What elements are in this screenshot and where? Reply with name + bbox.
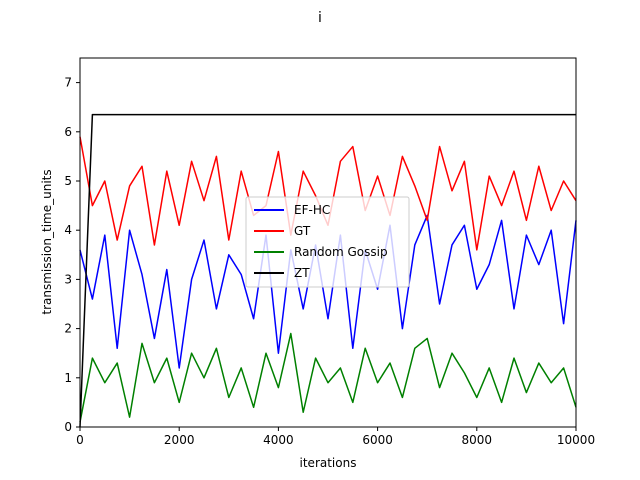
series-line-ef-hc <box>79 214 577 369</box>
y-tick-label: 5 <box>64 174 72 188</box>
x-tick-label: 8000 <box>462 433 493 447</box>
legend: EF-HC GT Random Gossip ZT <box>245 196 410 288</box>
x-axis: 0 2000 4000 6000 8000 10000 <box>76 427 595 447</box>
x-tick-label: 6000 <box>362 433 393 447</box>
legend-box <box>245 196 410 288</box>
series-line-random-gossip <box>79 332 577 423</box>
plot-frame <box>79 57 577 428</box>
series-line-zt <box>79 113 576 428</box>
y-axis-label: transmission_time_units <box>40 169 54 314</box>
y-tick-label: 4 <box>64 223 72 237</box>
x-tick-label: 2000 <box>164 433 195 447</box>
x-tick-label: 0 <box>76 433 84 447</box>
x-tick-label: 4000 <box>263 433 294 447</box>
y-tick-label: 6 <box>64 125 72 139</box>
y-tick-label: 0 <box>64 420 72 434</box>
y-axis: 0 1 2 3 4 5 6 7 <box>64 76 80 434</box>
legend-label: GT <box>294 224 311 238</box>
legend-label: ZT <box>294 266 310 280</box>
x-axis-label: iterations <box>300 456 357 470</box>
legend-items: EF-HC GT Random Gossip ZT <box>254 203 388 280</box>
y-tick-label: 2 <box>64 322 72 336</box>
x-tick-label: 10000 <box>557 433 595 447</box>
chart-title: i <box>318 10 322 26</box>
y-tick-label: 3 <box>64 272 72 286</box>
legend-label: Random Gossip <box>294 245 388 259</box>
y-tick-label: 1 <box>64 371 72 385</box>
legend-label: EF-HC <box>294 203 330 217</box>
y-tick-label: 7 <box>64 76 72 90</box>
